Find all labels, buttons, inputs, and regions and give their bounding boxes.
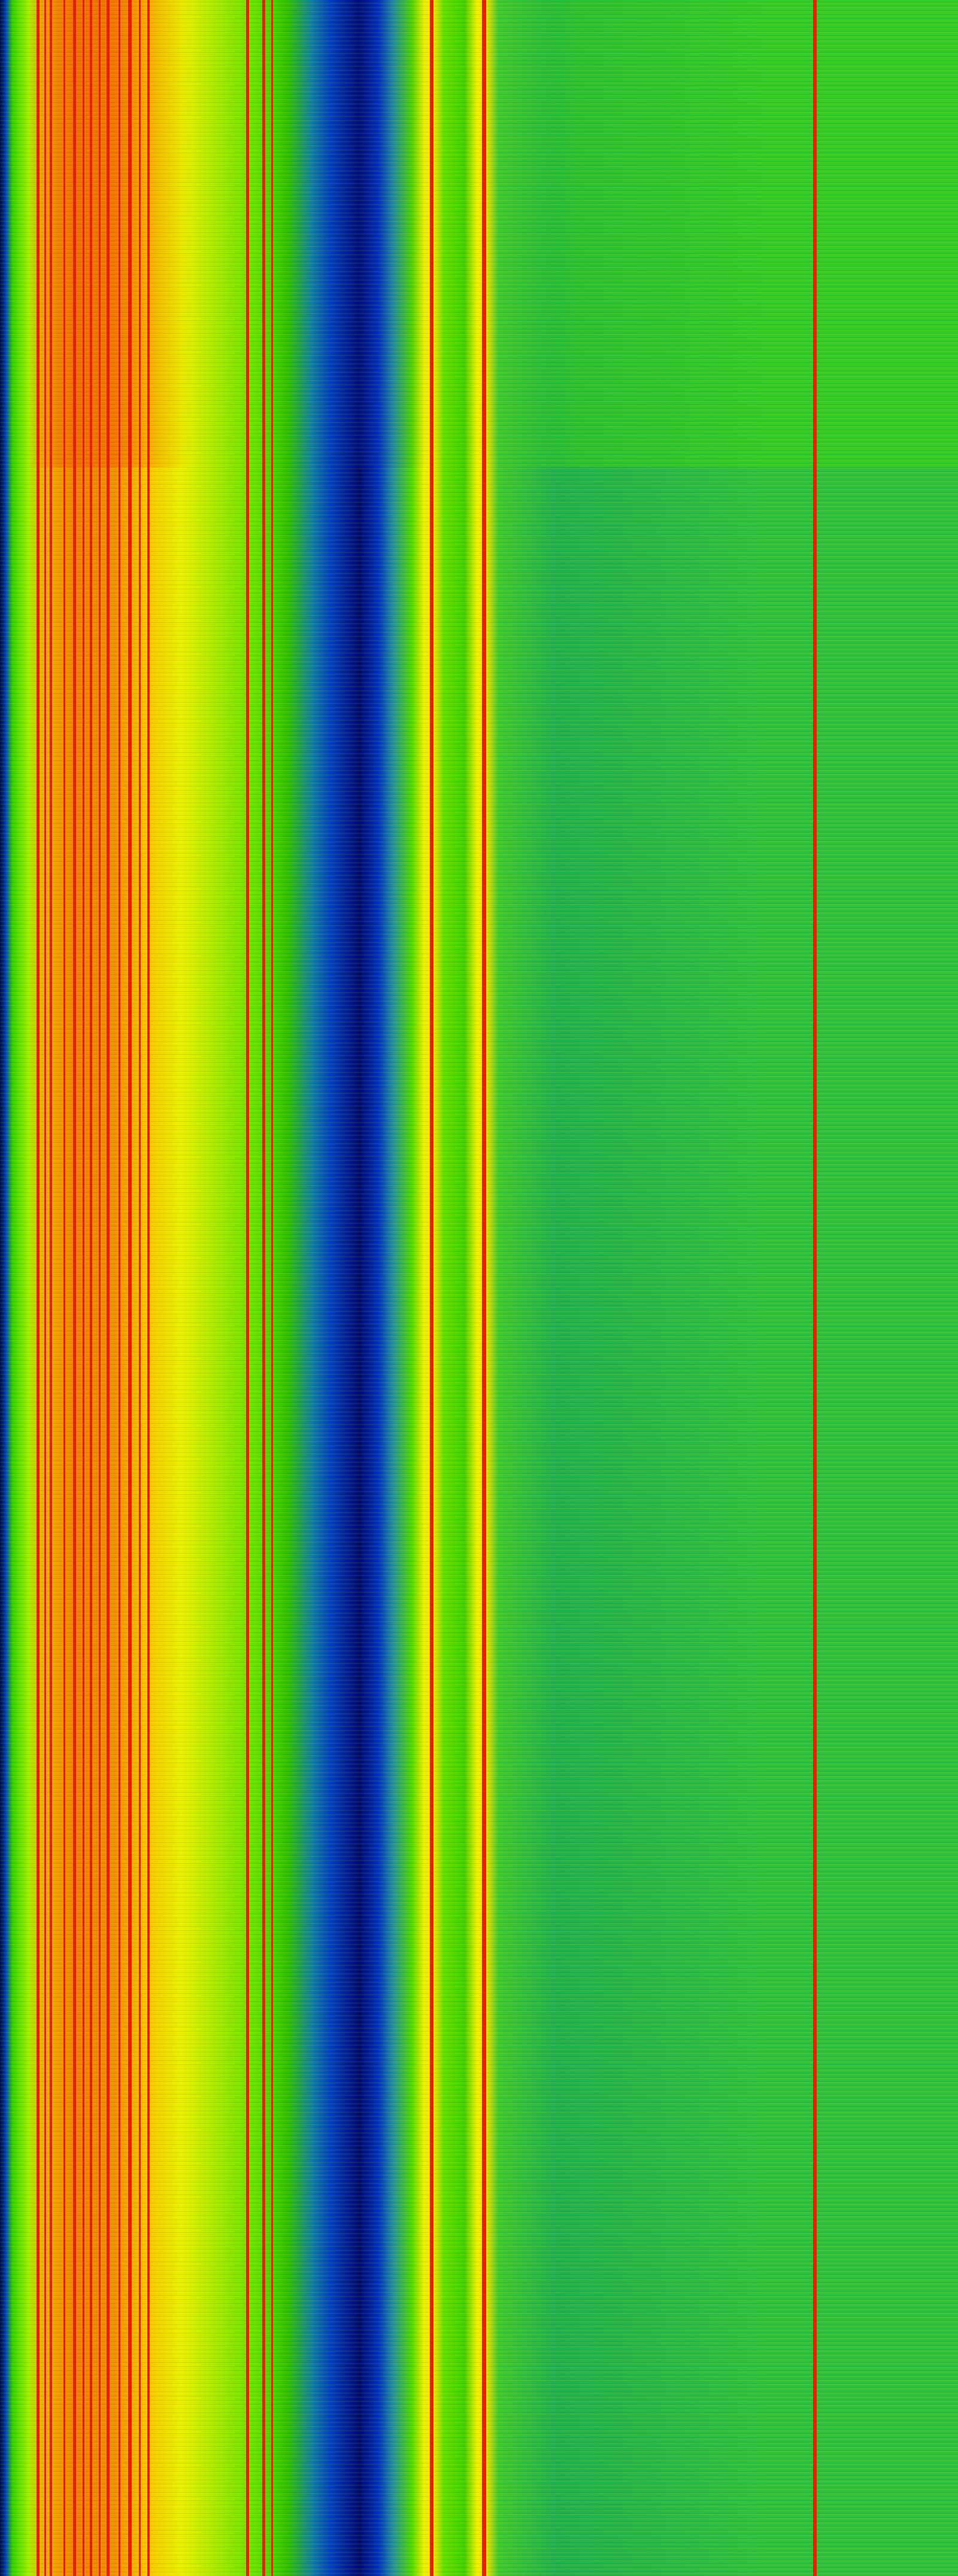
spectral-line	[63, 0, 65, 2576]
spectral-line	[246, 0, 250, 2576]
spectral-line	[82, 0, 84, 2576]
spectral-line	[72, 0, 76, 2576]
spectral-line	[36, 0, 40, 2576]
spectral-line	[481, 0, 486, 2576]
spectral-line	[119, 0, 121, 2576]
spectral-line	[90, 0, 93, 2576]
spectral-line	[44, 0, 46, 2576]
spectral-line	[50, 0, 53, 2576]
spectral-line	[106, 0, 110, 2576]
spectral-line	[430, 0, 434, 2576]
spectral-line	[262, 0, 266, 2576]
spectral-line	[139, 0, 141, 2576]
spectral-line	[813, 0, 817, 2576]
spectral-line	[271, 0, 273, 2576]
spectral-line	[128, 0, 132, 2576]
spectral-line	[98, 0, 101, 2576]
spectral-line	[147, 0, 150, 2576]
spectrogram-top-region	[0, 0, 958, 467]
